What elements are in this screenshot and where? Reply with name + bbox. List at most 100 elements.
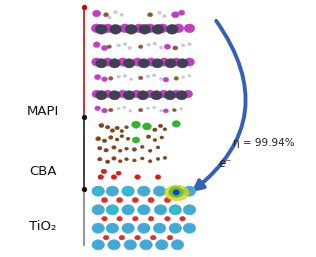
- Circle shape: [123, 59, 135, 68]
- Circle shape: [156, 146, 160, 149]
- Circle shape: [102, 24, 113, 33]
- Circle shape: [171, 206, 180, 213]
- Circle shape: [128, 47, 131, 50]
- Circle shape: [160, 136, 164, 139]
- Circle shape: [110, 129, 115, 132]
- Circle shape: [159, 58, 169, 66]
- Text: MAPI: MAPI: [27, 105, 59, 118]
- Circle shape: [102, 77, 107, 81]
- Circle shape: [172, 121, 180, 127]
- Circle shape: [93, 10, 101, 17]
- Circle shape: [101, 45, 108, 51]
- Circle shape: [92, 205, 105, 215]
- Circle shape: [137, 186, 150, 196]
- Circle shape: [120, 13, 124, 16]
- Circle shape: [134, 24, 144, 33]
- Circle shape: [166, 24, 178, 34]
- Circle shape: [106, 205, 119, 215]
- Circle shape: [137, 91, 149, 100]
- Circle shape: [96, 59, 107, 68]
- Circle shape: [164, 91, 176, 100]
- Circle shape: [140, 240, 152, 250]
- Circle shape: [125, 126, 128, 129]
- Circle shape: [109, 136, 113, 139]
- Circle shape: [116, 171, 121, 175]
- Circle shape: [162, 14, 166, 17]
- Circle shape: [92, 186, 105, 196]
- Circle shape: [146, 75, 150, 78]
- Circle shape: [132, 159, 136, 162]
- Circle shape: [117, 107, 120, 110]
- Circle shape: [181, 44, 185, 47]
- Circle shape: [106, 186, 119, 196]
- Circle shape: [188, 43, 191, 46]
- Circle shape: [92, 223, 105, 233]
- Circle shape: [106, 223, 119, 233]
- Circle shape: [160, 109, 163, 112]
- Circle shape: [172, 90, 181, 98]
- Ellipse shape: [169, 188, 183, 197]
- Circle shape: [132, 198, 138, 203]
- Circle shape: [120, 24, 130, 33]
- Circle shape: [103, 235, 109, 240]
- Circle shape: [112, 146, 116, 149]
- Circle shape: [137, 223, 150, 233]
- Circle shape: [135, 235, 140, 240]
- Circle shape: [118, 58, 128, 66]
- Circle shape: [158, 124, 163, 128]
- Circle shape: [108, 206, 117, 213]
- Circle shape: [152, 59, 163, 68]
- Circle shape: [109, 77, 113, 80]
- Circle shape: [108, 240, 120, 250]
- Circle shape: [148, 149, 152, 152]
- Circle shape: [138, 45, 143, 49]
- Circle shape: [111, 175, 117, 179]
- Circle shape: [94, 188, 103, 195]
- Circle shape: [91, 24, 102, 33]
- Circle shape: [92, 240, 105, 250]
- Circle shape: [180, 216, 185, 221]
- Circle shape: [120, 135, 124, 138]
- Circle shape: [147, 43, 150, 46]
- Circle shape: [115, 138, 119, 141]
- Circle shape: [115, 126, 119, 130]
- Circle shape: [155, 240, 168, 250]
- Circle shape: [152, 74, 156, 77]
- Circle shape: [188, 75, 191, 77]
- Circle shape: [107, 45, 112, 49]
- Circle shape: [92, 90, 101, 98]
- Circle shape: [94, 75, 101, 80]
- Circle shape: [138, 108, 143, 112]
- Circle shape: [92, 58, 102, 66]
- Circle shape: [163, 77, 169, 82]
- Circle shape: [169, 186, 182, 196]
- Circle shape: [118, 149, 122, 152]
- Circle shape: [153, 42, 157, 45]
- Circle shape: [183, 186, 196, 196]
- Circle shape: [129, 109, 132, 112]
- Circle shape: [109, 108, 113, 112]
- Circle shape: [125, 158, 128, 161]
- Circle shape: [104, 13, 109, 17]
- Circle shape: [183, 90, 193, 98]
- Circle shape: [98, 157, 102, 161]
- Circle shape: [114, 11, 118, 14]
- Circle shape: [107, 16, 111, 19]
- Circle shape: [183, 205, 196, 215]
- Circle shape: [103, 90, 112, 98]
- Text: η = 99.94%: η = 99.94%: [233, 137, 294, 148]
- Circle shape: [123, 74, 127, 77]
- Circle shape: [130, 78, 133, 80]
- Circle shape: [102, 216, 107, 221]
- Circle shape: [145, 90, 155, 98]
- Circle shape: [180, 107, 183, 110]
- Circle shape: [173, 108, 176, 112]
- Circle shape: [125, 147, 128, 150]
- Circle shape: [174, 77, 179, 80]
- Circle shape: [159, 90, 168, 98]
- Circle shape: [150, 235, 156, 240]
- Circle shape: [117, 44, 121, 47]
- Circle shape: [103, 58, 113, 66]
- Circle shape: [163, 128, 167, 131]
- Circle shape: [118, 90, 127, 98]
